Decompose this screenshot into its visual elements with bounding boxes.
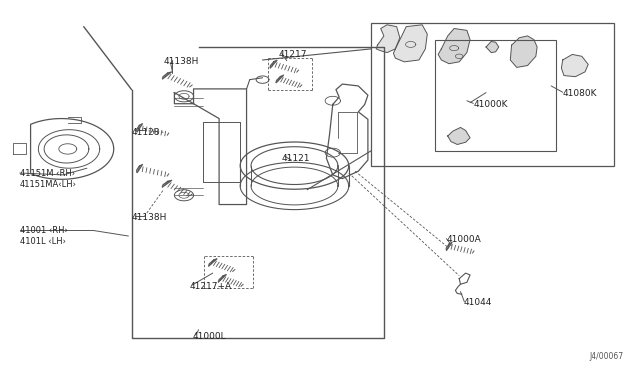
Text: 41217: 41217 [278,50,307,59]
Polygon shape [276,75,284,83]
Polygon shape [448,128,470,144]
Text: 41000L: 41000L [192,331,226,341]
Text: 41000K: 41000K [473,100,508,109]
Polygon shape [270,60,277,68]
Text: 41001 ‹RH›: 41001 ‹RH› [20,226,68,235]
Polygon shape [162,180,172,187]
Text: 4101L ‹LH›: 4101L ‹LH› [20,237,66,246]
Polygon shape [218,275,227,282]
Text: J4/00067: J4/00067 [589,352,623,361]
Text: 41000A: 41000A [447,235,481,244]
Text: 41121: 41121 [282,154,310,163]
Polygon shape [136,164,143,173]
Text: 41151M ‹RH›: 41151M ‹RH› [20,169,75,177]
Polygon shape [510,36,537,67]
Polygon shape [376,25,400,52]
Polygon shape [486,41,499,52]
Text: 41128: 41128 [132,128,160,137]
Bar [371,23,614,166]
Text: 41138H: 41138H [164,57,199,66]
Text: 41080K: 41080K [563,89,597,98]
Bar [435,39,556,151]
Polygon shape [561,54,588,77]
Text: 41151MA‹LH›: 41151MA‹LH› [20,180,77,189]
Polygon shape [209,259,217,266]
Text: 41138H: 41138H [132,213,167,222]
Text: 41044: 41044 [464,298,492,307]
Polygon shape [394,25,428,62]
Polygon shape [438,29,470,64]
Polygon shape [446,242,452,250]
Polygon shape [136,124,143,132]
Polygon shape [163,72,172,79]
Text: 41217+A: 41217+A [189,282,231,291]
